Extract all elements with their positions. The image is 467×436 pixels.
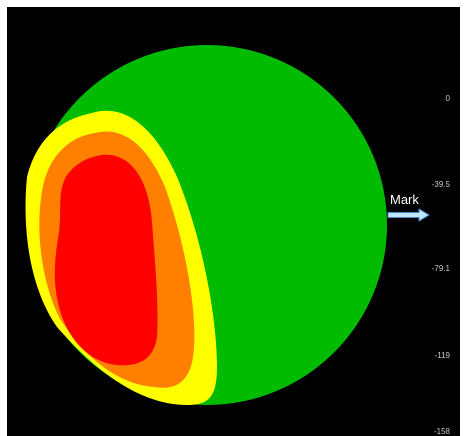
colorbar-tick-label: -119: [434, 351, 450, 360]
colorbar-tick-label: -158: [433, 427, 450, 436]
colorbar-tick-label: -79.1: [431, 264, 450, 273]
arrow-right-icon[interactable]: [387, 208, 431, 222]
sphere-plot[interactable]: [7, 7, 460, 436]
colorbar-tick-label: 0: [445, 94, 450, 103]
colorbar-tick-label: -39.5: [431, 180, 450, 189]
render-viewport[interactable]: Mark 0 -39.5 -79.1 -119 -158: [7, 7, 460, 436]
mark-label: Mark: [390, 192, 419, 207]
sphere-red-region: [54, 154, 158, 366]
